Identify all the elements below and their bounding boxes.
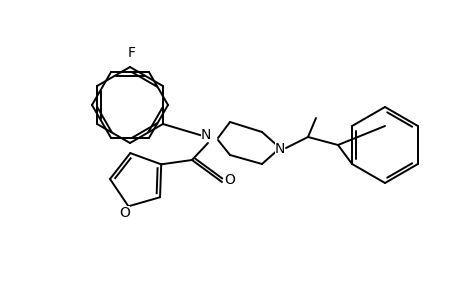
Text: O: O xyxy=(224,173,235,187)
Text: F: F xyxy=(128,46,136,60)
Text: N: N xyxy=(274,142,285,156)
Text: N: N xyxy=(201,128,211,142)
Text: O: O xyxy=(119,206,129,220)
